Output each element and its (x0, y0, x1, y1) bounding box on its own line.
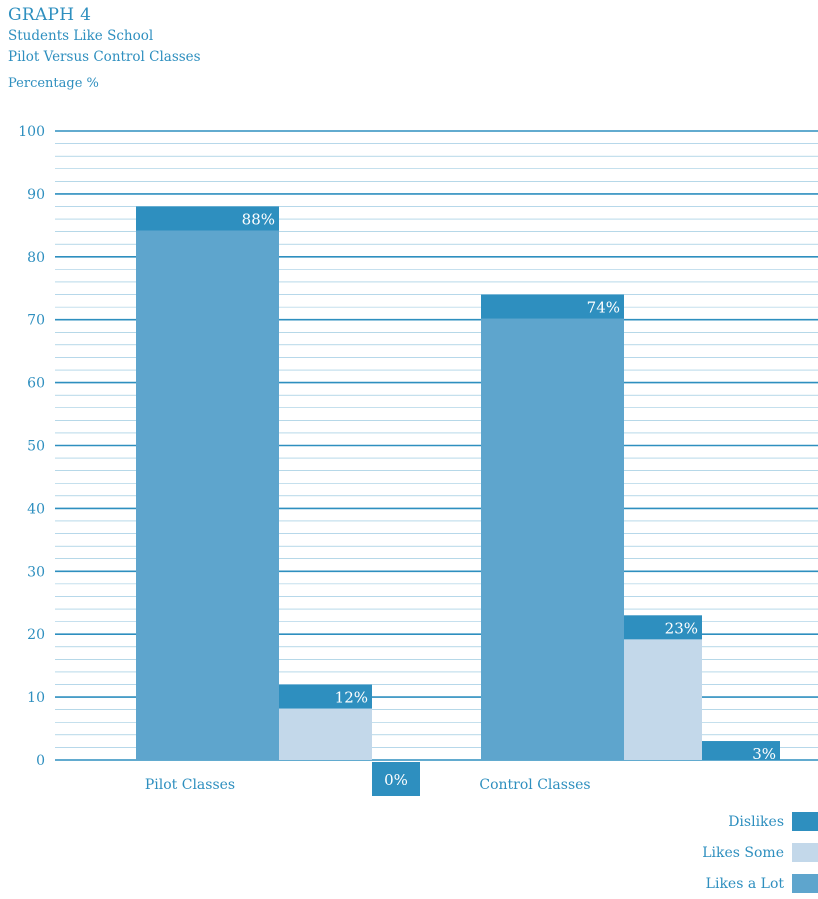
y-tick-label: 20 (27, 627, 45, 643)
data-label-likes-some: 12% (335, 689, 368, 707)
data-label-likes-a-lot: 88% (242, 210, 275, 228)
legend-swatch-likes-a-lot (792, 874, 818, 893)
legend-item-likes-some: Likes Some (568, 837, 818, 868)
bar-cap-likes-some (279, 684, 372, 709)
y-tick-label: 90 (27, 187, 45, 203)
chart-subtitle-line-1: Students Like School (8, 28, 154, 44)
legend-label-dislikes: Dislikes (728, 813, 784, 830)
legend-swatch-dislikes (792, 812, 818, 831)
legend: Dislikes Likes Some Likes a Lot (568, 806, 818, 899)
y-tick-label: 50 (27, 439, 45, 455)
bar-likes-a-lot (481, 294, 624, 760)
bar-cap-likes-a-lot (136, 206, 279, 231)
bar-likes-some (624, 615, 702, 760)
bar-cap-likes-some (624, 615, 702, 640)
y-tick-label: 0 (36, 753, 45, 769)
bar-cap-likes-a-lot (481, 294, 624, 319)
y-tick-label: 40 (27, 501, 45, 517)
y-tick-label: 100 (18, 124, 45, 140)
x-tick-label: Control Classes (479, 777, 590, 793)
data-label-likes-some: 23% (665, 619, 698, 637)
data-label-dislikes: 3% (752, 745, 776, 763)
legend-label-likes-some: Likes Some (702, 844, 784, 861)
data-label-likes-a-lot: 74% (587, 299, 620, 317)
bar-likes-a-lot (136, 206, 279, 761)
chart-header: GRAPH 4 Students Like School Pilot Versu… (8, 4, 201, 94)
x-tick-label: Pilot Classes (145, 777, 235, 793)
data-label-dislikes: 0% (384, 771, 408, 789)
legend-swatch-likes-some (792, 843, 818, 862)
legend-item-likes-a-lot: Likes a Lot (568, 868, 818, 899)
y-tick-label: 30 (27, 564, 45, 580)
legend-item-dislikes: Dislikes (568, 806, 818, 837)
bar-cap-dislikes (702, 741, 780, 760)
y-tick-label: 60 (27, 376, 45, 392)
legend-label-likes-a-lot: Likes a Lot (705, 875, 784, 892)
y-tick-label: 10 (27, 690, 45, 706)
y-tick-label: 70 (27, 313, 45, 329)
y-axis-label: Percentage % (8, 76, 99, 91)
y-tick-label: 80 (27, 250, 45, 266)
chart-title: GRAPH 4 (8, 5, 92, 25)
chart-subtitle-line-2: Pilot Versus Control Classes (8, 49, 201, 65)
bar-cap-dislikes (372, 762, 420, 796)
